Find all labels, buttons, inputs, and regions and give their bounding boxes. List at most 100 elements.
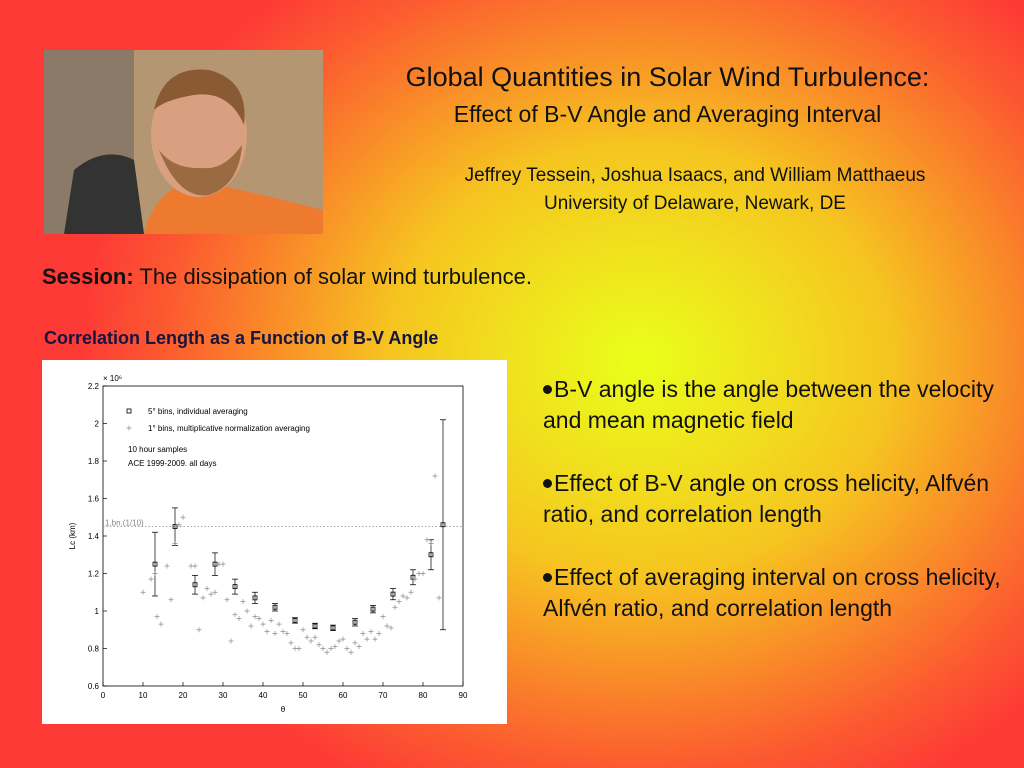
error-bar <box>352 618 358 627</box>
data-point <box>200 595 206 601</box>
chart-heading: Correlation Length as a Function of B-V … <box>44 328 439 348</box>
data-point <box>180 514 186 520</box>
authors: Jeffrey Tessein, Joshua Isaacs, and Will… <box>464 165 926 186</box>
x-tick-label: 30 <box>219 691 228 700</box>
session-label: Session: <box>42 264 134 289</box>
data-point <box>148 576 154 582</box>
y-tick-label: 1.6 <box>88 495 100 504</box>
chart-panel: 0 10 20 30 40 50 60 70 80 90 0.6 0.8 1 1.2 1.4 1.6 1.8 2 2… <box>42 360 507 724</box>
data-point <box>284 631 290 636</box>
error-bar <box>440 419 446 631</box>
bullet-text: Effect of averaging interval on cross he… <box>543 564 1001 621</box>
bullet-list: B-V angle is the angle between the veloc… <box>543 374 1003 656</box>
error-bar <box>192 575 198 595</box>
photo <box>44 50 323 234</box>
x-tick-label: 40 <box>259 691 268 700</box>
data-point <box>364 636 370 642</box>
data-point <box>240 599 246 605</box>
legend-symbol <box>126 408 132 414</box>
data-point <box>368 629 374 635</box>
data-point <box>312 634 318 640</box>
bullet: Effect of B-V angle on cross helicity, A… <box>543 468 1003 530</box>
data-point <box>172 524 178 530</box>
y-tick-label: 0.8 <box>88 645 100 654</box>
data-point <box>196 627 202 633</box>
data-point <box>316 642 322 648</box>
annotation: ACE 1999-2009. all days <box>128 459 217 468</box>
data-point <box>344 646 350 651</box>
data-point <box>232 584 238 590</box>
data-point <box>212 589 218 595</box>
bullet: B-V angle is the angle between the veloc… <box>543 374 1003 436</box>
x-tick-label: 80 <box>419 691 428 700</box>
x-tick-label: 70 <box>379 691 388 700</box>
y-tick-label: 2.2 <box>88 382 100 391</box>
data-point <box>176 522 182 528</box>
data-point <box>158 621 164 627</box>
data-point <box>204 586 210 591</box>
data-point <box>168 597 174 603</box>
data-point <box>312 623 318 629</box>
error-bar <box>232 578 238 595</box>
data-point <box>328 646 334 651</box>
legend-symbol <box>126 425 132 431</box>
data-point <box>332 644 338 650</box>
data-point <box>292 617 298 623</box>
error-bar <box>390 588 396 601</box>
affiliation: University of Delaware, Newark, DE <box>544 193 846 214</box>
y-tick-label: 2 <box>95 420 100 429</box>
x-tick-label: 20 <box>179 691 188 700</box>
y-tick-label: 1 <box>95 607 100 616</box>
data-point <box>412 576 418 582</box>
data-point <box>340 636 346 642</box>
data-point <box>372 636 378 642</box>
data-point <box>208 591 214 597</box>
data-point <box>220 561 226 567</box>
data-point <box>424 537 430 543</box>
data-point <box>154 614 160 620</box>
legend-label: 1° bins, multiplicative normalization av… <box>148 424 310 433</box>
data-point <box>260 621 266 627</box>
session: Session: The dissipation of solar wind t… <box>42 264 532 290</box>
data-point <box>356 644 362 650</box>
data-point <box>228 638 234 644</box>
data-point <box>380 614 386 620</box>
bullet-dot <box>543 385 552 394</box>
x-tick-label: 10 <box>139 691 148 700</box>
data-point <box>272 604 278 610</box>
y-exponent: × 10⁶ <box>103 374 122 383</box>
reference-label: 1.bn.(1/10) <box>105 519 144 528</box>
subtitle: Effect of B-V Angle and Averaging Interv… <box>453 101 882 127</box>
data-point <box>348 649 354 655</box>
data-point <box>352 640 358 646</box>
x-tick-label: 90 <box>459 691 468 700</box>
x-tick-label: 0 <box>101 691 106 700</box>
data-point <box>388 625 394 631</box>
chart: 0 10 20 30 40 50 60 70 80 90 0.6 0.8 1 1.2 1.4 1.6 1.8 2 2… <box>68 374 468 714</box>
data-point <box>268 617 274 623</box>
error-bar <box>152 531 158 597</box>
data-point <box>432 473 438 479</box>
data-point <box>384 623 390 629</box>
legend-label: 5° bins, individual averaging <box>148 407 248 416</box>
y-axis-label: Lc (km) <box>68 522 77 549</box>
data-point <box>152 571 158 576</box>
y-tick-label: 0.6 <box>88 682 100 691</box>
data-point <box>320 646 326 651</box>
data-point <box>400 593 406 599</box>
data-point <box>280 629 286 635</box>
x-axis-label: θ <box>281 705 286 714</box>
data-point <box>236 616 242 621</box>
data-point <box>336 638 342 644</box>
data-point <box>244 608 250 614</box>
data-point <box>390 591 396 597</box>
data-point <box>440 522 446 528</box>
data-point <box>272 631 278 636</box>
data-point <box>192 582 198 588</box>
data-point <box>276 621 282 627</box>
data-point <box>192 563 198 569</box>
x-tick-label: 60 <box>339 691 348 700</box>
data-point <box>370 606 376 612</box>
data-point <box>428 552 434 558</box>
